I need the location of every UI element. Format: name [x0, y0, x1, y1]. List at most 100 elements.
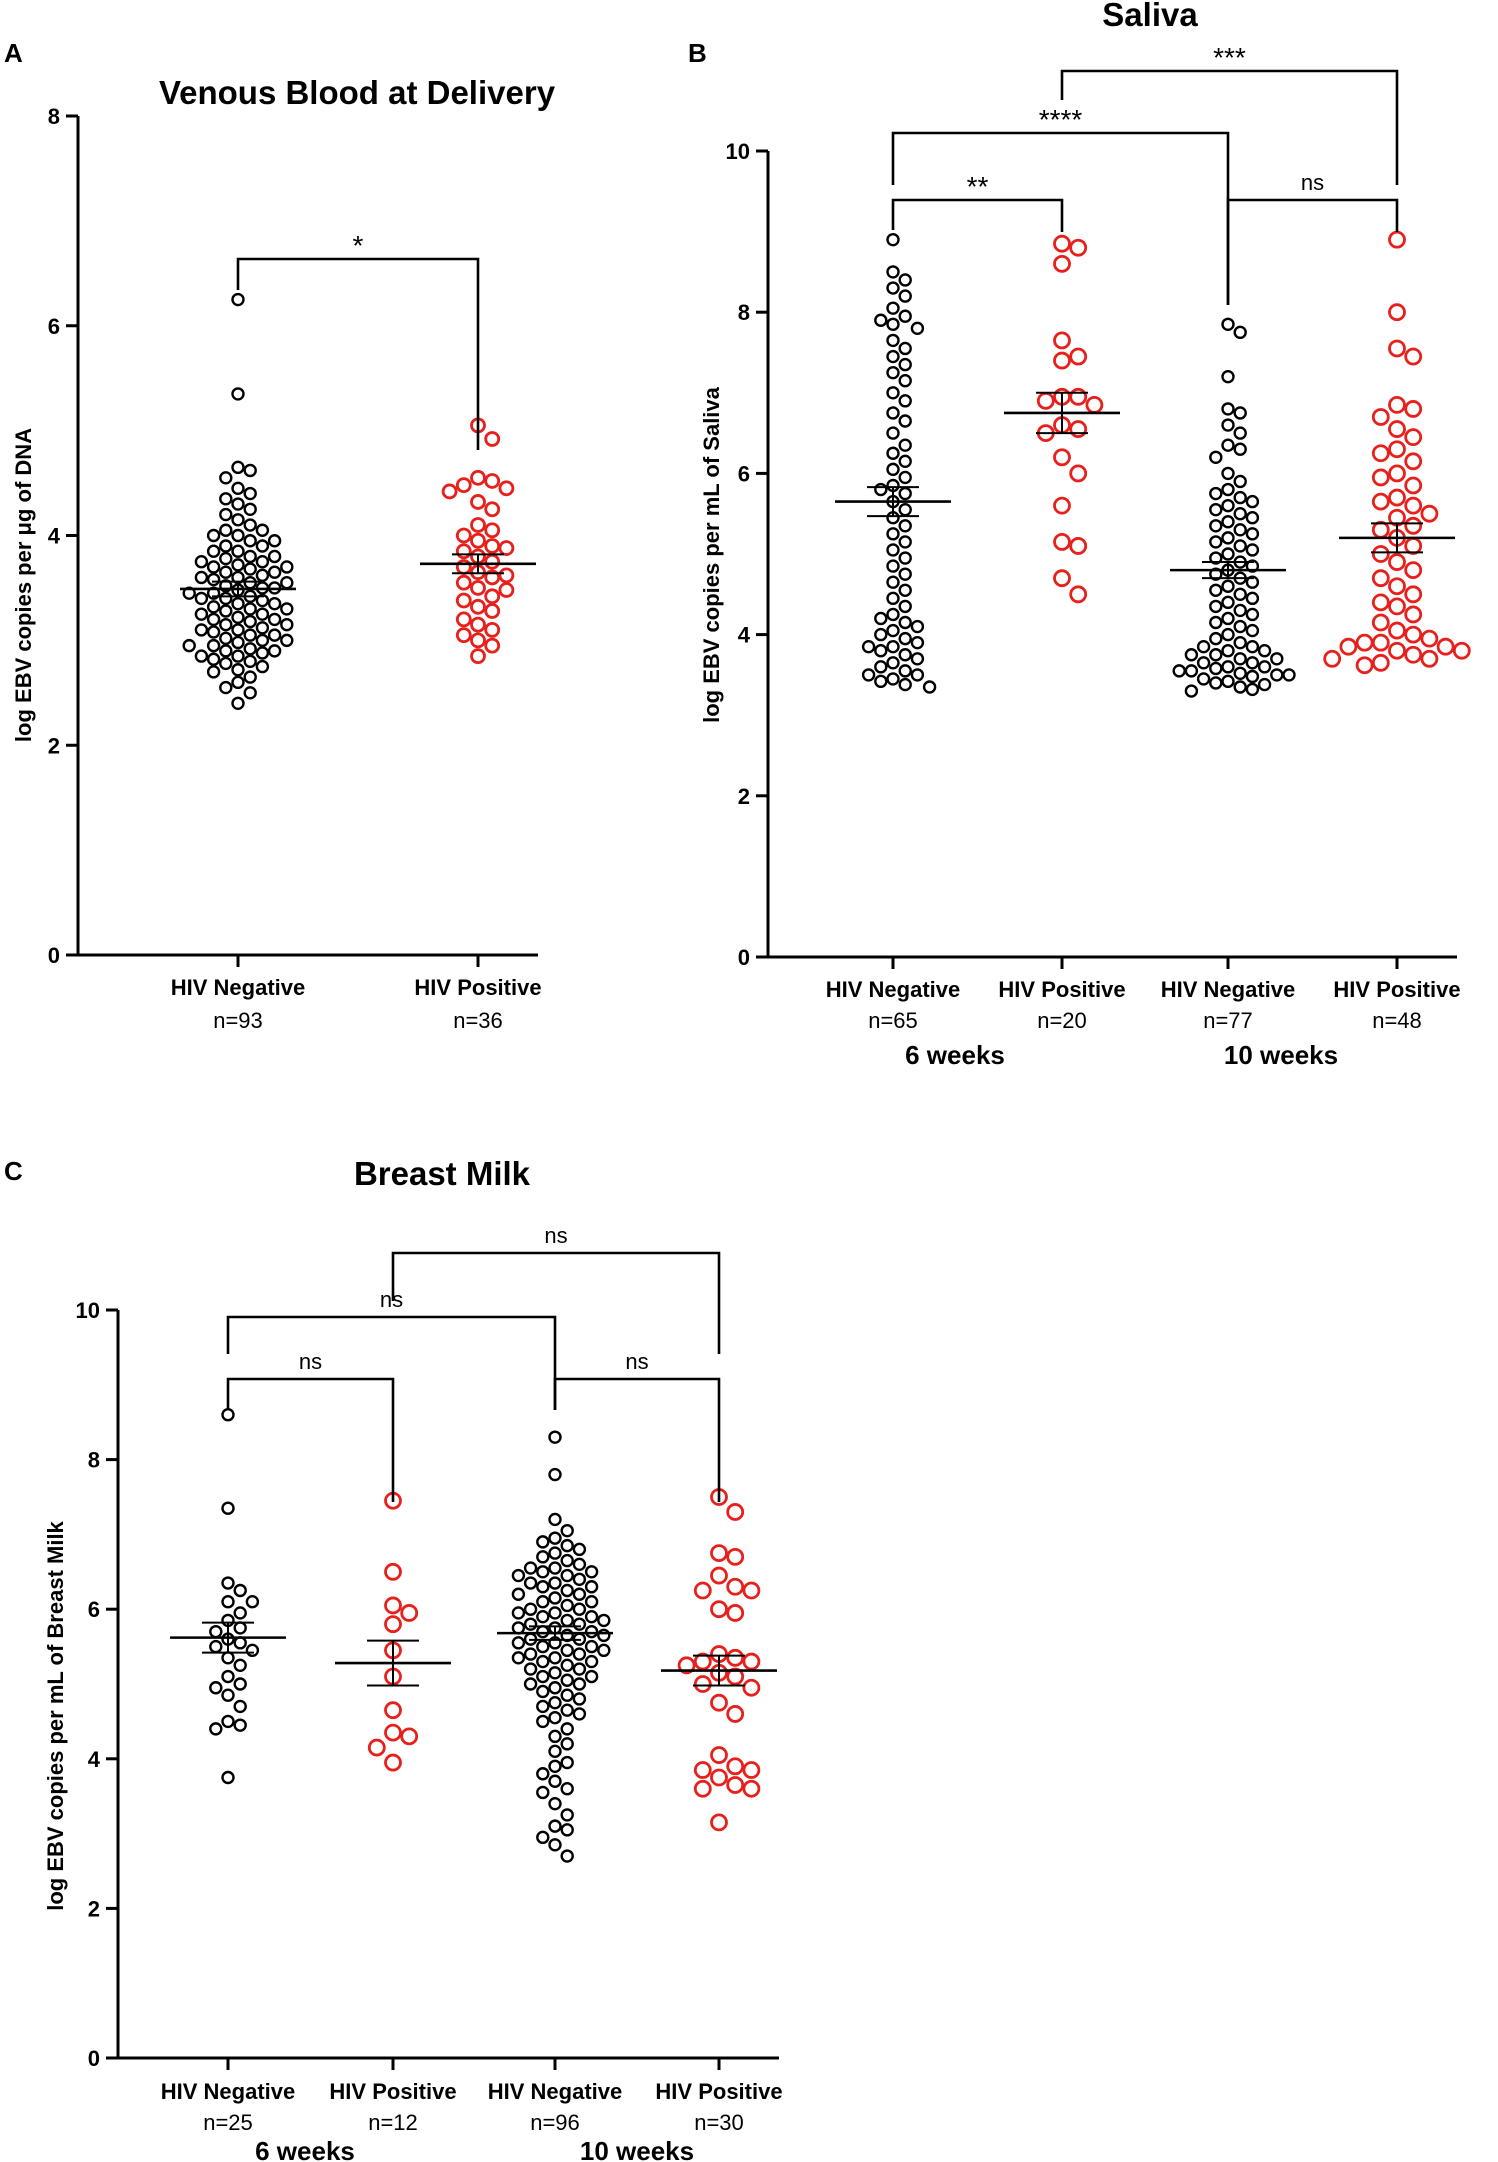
panel-b-data-point: [886, 301, 900, 315]
panel-b-data-point: [1404, 400, 1423, 418]
panel-b-data-point: [898, 341, 912, 356]
panel-a-data-point: [243, 642, 257, 656]
panel-b-data-point: [1404, 452, 1423, 471]
panel-a-data-point: [231, 610, 245, 625]
panel-a-data-point: [243, 486, 257, 501]
panel-b-category-label: HIV Positive: [998, 977, 1125, 1002]
panel-a-category-label: HIV Negative: [171, 975, 306, 1000]
panel-a-data-point: [267, 534, 282, 548]
panel-c-data-point: [221, 1651, 235, 1665]
panel-a-data-point: [219, 631, 233, 645]
panel-a-data-point: [455, 627, 472, 644]
panel-a-data-point: [231, 675, 245, 690]
panel-a-data-point: [455, 477, 472, 494]
panel-b-data-point: [1209, 535, 1223, 549]
panel-b-data-point: [1233, 523, 1247, 537]
panel-a-data-point: [231, 649, 245, 663]
panel-b-data-point: [1221, 611, 1235, 626]
panel-b-data-point: [1282, 668, 1296, 682]
panel-b-data-point: [1371, 545, 1390, 563]
panel-a-data-point: [194, 607, 209, 621]
panel-b-data-point: [1371, 593, 1390, 612]
panel-c-data-point: [572, 1587, 587, 1601]
panel-b-data-point: [1221, 595, 1235, 610]
panel-c-data-point: [536, 1550, 550, 1564]
panel-a-data-point: [219, 539, 233, 553]
panel-b-data-point: [1404, 605, 1423, 624]
panel-b-data-point: [1452, 641, 1471, 660]
panel-b-data-point: [898, 454, 912, 469]
panel-b-data-point: [874, 674, 888, 689]
panel-c-data-point: [209, 1639, 223, 1654]
panel-c-data-point: [710, 1693, 728, 1712]
panel-b-significance-bracket: [891, 198, 1064, 232]
panel-b-data-point: [1388, 621, 1406, 640]
panel-b-data-point: [1371, 633, 1390, 652]
panel-c-data-point: [742, 1761, 761, 1779]
panel-c-data-point: [221, 1501, 235, 1515]
panel-c-data-point: [548, 1666, 562, 1680]
panel-c-significance-label: ns: [380, 1287, 403, 1312]
panel-c-significance-bracket: [226, 1377, 395, 1502]
panel-a-data-point: [470, 616, 486, 633]
panel-b-data-point: [1388, 641, 1406, 660]
panel-b-data-point: [1233, 680, 1247, 694]
panel-c-data-point: [560, 1703, 574, 1717]
panel-label-a: A: [4, 38, 23, 68]
panel-b-data-point: [910, 635, 925, 650]
panel-c-title: Breast Milk: [354, 1155, 531, 1192]
panel-b-data-point: [1404, 561, 1423, 580]
panel-c-data-point: [726, 1648, 745, 1667]
panel-b-data-point: [1053, 234, 1071, 253]
panel-b-data-point: [1404, 537, 1423, 555]
panel-c-n-label: n=96: [530, 2110, 580, 2135]
panel-b-significance-label: ***: [1213, 42, 1246, 73]
panel-b-data-point: [1245, 607, 1260, 622]
panel-a-ytick-label: 0: [48, 943, 60, 968]
panel-c-data-point: [367, 1738, 386, 1757]
panel-a-data-point: [255, 633, 270, 648]
panel-b-data-point: [1221, 547, 1235, 561]
panel-a-data-point: [484, 603, 501, 619]
panel-c-data-point: [221, 1595, 235, 1609]
panel-c-data-point: [742, 1652, 761, 1671]
panel-c-data-point: [384, 1723, 402, 1742]
panel-c-data-point: [384, 1596, 402, 1615]
panel-a-data-point: [194, 591, 209, 606]
panel-b-data-point: [886, 591, 900, 606]
panel-a-data-point: [219, 617, 233, 632]
panel-a-significance-label: *: [353, 230, 364, 261]
panel-c-data-point: [726, 1667, 745, 1686]
panel-c-data-point: [523, 1662, 538, 1676]
panel-a-data-point: [243, 670, 257, 684]
panel-b-data-point: [1209, 567, 1223, 581]
panel-b-data-point: [1233, 652, 1247, 666]
panel-a-data-point: [182, 586, 196, 600]
panel-b-data-point: [1069, 464, 1088, 483]
panel-b-data-point: [1221, 369, 1235, 384]
panel-c-data-point: [233, 1718, 247, 1732]
panel-b-data-point: [1371, 653, 1390, 672]
panel-b-data-point: [1221, 498, 1235, 513]
panel-b-data-point: [1209, 676, 1223, 690]
panel-a-data-point: [498, 480, 515, 497]
panel-b-data-point: [1245, 623, 1260, 638]
panel-a-data-point: [243, 602, 257, 616]
panel-b-data-point: [1245, 669, 1260, 684]
panel-b-data-point: [886, 365, 900, 380]
panel-a-data-point: [231, 596, 245, 611]
panel-c-data-point: [548, 1819, 562, 1833]
panel-b-data-point: [1069, 420, 1088, 438]
panel-c-data-point: [221, 1770, 235, 1785]
panel-a-data-point: [484, 501, 501, 518]
panel-c-data-point: [560, 1643, 574, 1658]
panel-b-data-point: [1184, 648, 1199, 662]
panel-c-data-point: [548, 1651, 562, 1665]
panel-c-group-6weeks: 6 weeks: [255, 2136, 355, 2162]
panel-c-data-point: [384, 1562, 402, 1581]
panel-b-data-point: [1233, 603, 1247, 618]
panel-c-data-point: [548, 1467, 562, 1482]
panel-c-data-point: [560, 1658, 574, 1673]
panel-b-data-point: [898, 357, 912, 372]
panel-a-data-point: [455, 592, 472, 609]
